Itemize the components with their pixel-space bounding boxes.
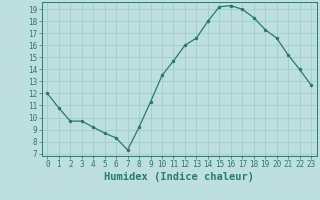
X-axis label: Humidex (Indice chaleur): Humidex (Indice chaleur)	[104, 172, 254, 182]
